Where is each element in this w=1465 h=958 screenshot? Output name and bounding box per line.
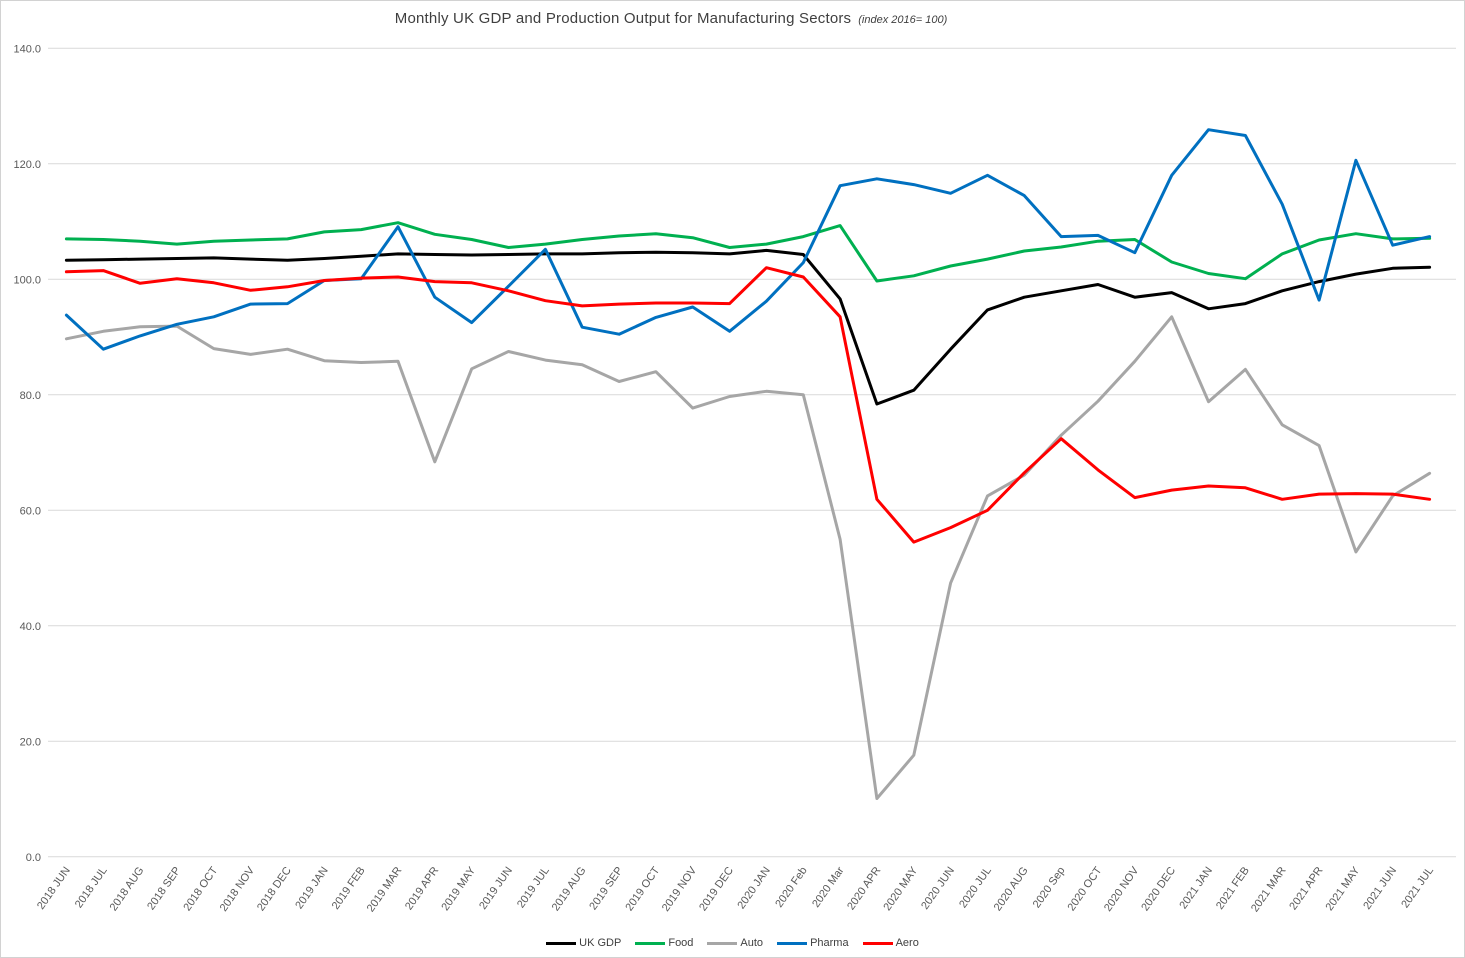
x-axis-label: 2021 FEB [1214, 865, 1252, 912]
legend-item-pharma: Pharma [777, 937, 849, 949]
x-axis-label: 2020 JUL [957, 865, 994, 910]
x-axis-label: 2019 MAR [365, 865, 405, 915]
chart-title: Monthly UK GDP and Production Output for… [394, 10, 852, 27]
legend-line-swatch [862, 941, 893, 945]
x-axis-label: 2018 OCT [181, 865, 220, 914]
y-axis-label: 40.0 [20, 621, 41, 633]
legend-item-aero: Aero [862, 937, 919, 949]
x-axis-label: 2019 AUG [550, 865, 589, 913]
x-axis-label: 2020 Sep [1031, 865, 1068, 910]
series-line-aero [64, 266, 1432, 544]
x-axis-label: 2018 SEP [145, 865, 183, 912]
x-axis-label: 2018 JUL [73, 865, 110, 910]
x-axis-label: 2021 APR [1287, 865, 1325, 913]
x-axis-label: 2019 NOV [660, 864, 700, 914]
x-axis-label: 2020 AUG [992, 865, 1031, 913]
x-axis-label: 2021 JUL [1399, 865, 1436, 910]
x-axis-label: 2018 JUN [35, 865, 73, 912]
legend-label: Auto [740, 937, 764, 949]
x-axis-label: 2019 DEC [697, 865, 736, 914]
x-axis-label: 2019 JUN [477, 865, 515, 912]
legend-label: Food [668, 937, 694, 949]
x-axis-label: 2020 OCT [1066, 865, 1105, 914]
legend-line-swatch [546, 941, 577, 945]
chart-subtitle: (index 2016= 100) [858, 14, 948, 26]
series-line-food [64, 221, 1432, 283]
x-axis-label: 2020 NOV [1102, 864, 1142, 914]
y-axis-labels: 0.0 20.0 40.0 60.0 80.0 100.0 120.0 140.0 [13, 43, 41, 864]
x-axis-label: 2020 JAN [735, 865, 773, 912]
y-axis-label: 120.0 [13, 159, 41, 171]
legend-item-food: Food [635, 937, 693, 949]
y-axis-label: 20.0 [20, 736, 41, 748]
x-axis-label: 2020 MAY [881, 864, 920, 913]
x-axis-label: 2021 MAR [1249, 865, 1289, 915]
y-axis-label: 100.0 [13, 274, 41, 286]
x-axis-label: 2018 DEC [255, 865, 294, 914]
legend-line-swatch [707, 941, 738, 945]
legend-item-auto: Auto [707, 937, 763, 949]
x-axis-label: 2018 NOV [218, 864, 258, 914]
x-axis-label: 2019 APR [403, 865, 441, 913]
x-axis-label: 2021 MAY [1324, 864, 1363, 913]
legend-label: Pharma [810, 937, 849, 949]
x-axis-label: 2019 SEP [587, 865, 625, 912]
y-axis-label: 0.0 [26, 852, 41, 864]
x-axis-label: 2019 JAN [293, 865, 331, 912]
legend-line-swatch [777, 941, 808, 945]
series-line-auto [64, 315, 1432, 800]
x-axis-label: 2018 AUG [108, 865, 147, 913]
legend-label: Aero [895, 937, 919, 949]
y-axis-label: 80.0 [20, 390, 41, 402]
x-axis-label: 2021 JUN [1361, 865, 1399, 912]
x-axis-label: 2020 Feb [773, 865, 809, 910]
x-axis-label: 2019 JUL [515, 865, 552, 910]
y-axis-label: 140.0 [13, 43, 41, 55]
legend-item-uk-gdp: UK GDP [546, 937, 621, 949]
series-line-uk-gdp [64, 248, 1432, 406]
x-axis-label: 2020 DEC [1139, 865, 1178, 914]
gridlines [48, 47, 1456, 858]
chart-title-block: Monthly UK GDP and Production Output for… [1, 10, 1341, 28]
x-axis-label: 2020 Mar [810, 865, 847, 910]
y-axis-label: 60.0 [20, 505, 41, 517]
legend: UK GDP Food Auto Pharma Aero [1, 937, 1464, 949]
series-line-pharma [64, 128, 1432, 351]
x-axis-label: 2019 OCT [623, 865, 662, 914]
x-axis-label: 2019 MAY [439, 864, 478, 913]
x-axis-label: 2019 FEB [330, 865, 368, 912]
x-axis-label: 2020 JUN [919, 865, 957, 912]
x-axis-label: 2021 JAN [1177, 865, 1215, 912]
legend-label: UK GDP [579, 937, 622, 949]
x-axis-label: 2020 APR [845, 865, 883, 913]
legend-line-swatch [635, 941, 666, 945]
